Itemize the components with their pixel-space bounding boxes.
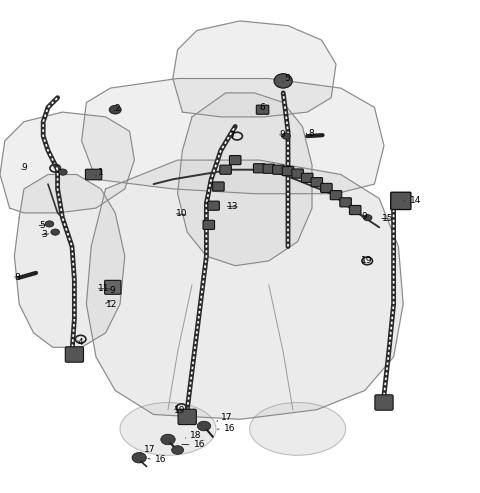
Text: 16: 16 bbox=[155, 455, 167, 464]
FancyBboxPatch shape bbox=[105, 281, 121, 294]
FancyBboxPatch shape bbox=[229, 155, 241, 165]
Text: 2: 2 bbox=[114, 104, 120, 113]
Ellipse shape bbox=[274, 73, 292, 88]
FancyBboxPatch shape bbox=[391, 192, 411, 210]
Text: 5: 5 bbox=[285, 74, 290, 83]
FancyBboxPatch shape bbox=[213, 182, 224, 191]
Ellipse shape bbox=[363, 214, 372, 221]
FancyBboxPatch shape bbox=[301, 174, 313, 182]
Ellipse shape bbox=[132, 453, 146, 463]
Text: 19: 19 bbox=[361, 256, 373, 265]
Ellipse shape bbox=[161, 434, 175, 445]
Ellipse shape bbox=[120, 402, 216, 456]
Ellipse shape bbox=[250, 402, 346, 456]
Text: 13: 13 bbox=[227, 202, 239, 211]
FancyBboxPatch shape bbox=[65, 347, 84, 362]
FancyBboxPatch shape bbox=[311, 177, 323, 187]
Text: 15: 15 bbox=[382, 213, 393, 223]
Text: 16: 16 bbox=[194, 440, 205, 449]
FancyBboxPatch shape bbox=[178, 409, 196, 424]
FancyBboxPatch shape bbox=[330, 191, 342, 200]
Text: 14: 14 bbox=[410, 196, 422, 205]
FancyBboxPatch shape bbox=[375, 395, 393, 410]
Text: 8: 8 bbox=[14, 273, 20, 282]
Ellipse shape bbox=[109, 106, 121, 114]
Text: 3: 3 bbox=[42, 231, 48, 240]
Text: 9: 9 bbox=[279, 130, 285, 139]
FancyBboxPatch shape bbox=[263, 164, 275, 174]
FancyBboxPatch shape bbox=[282, 167, 294, 176]
Text: 11: 11 bbox=[98, 284, 110, 293]
Text: 19: 19 bbox=[174, 406, 186, 415]
FancyBboxPatch shape bbox=[273, 165, 284, 174]
Ellipse shape bbox=[282, 133, 290, 139]
Text: 1: 1 bbox=[98, 168, 104, 176]
Ellipse shape bbox=[45, 221, 54, 227]
Polygon shape bbox=[173, 21, 336, 117]
Polygon shape bbox=[82, 78, 384, 194]
Polygon shape bbox=[14, 175, 125, 347]
FancyBboxPatch shape bbox=[253, 164, 265, 173]
Text: 18: 18 bbox=[190, 431, 201, 440]
FancyBboxPatch shape bbox=[256, 105, 269, 114]
Ellipse shape bbox=[111, 286, 120, 293]
Text: 7: 7 bbox=[229, 131, 235, 140]
FancyBboxPatch shape bbox=[85, 169, 102, 180]
FancyBboxPatch shape bbox=[203, 220, 215, 229]
Text: 17: 17 bbox=[144, 445, 156, 454]
Polygon shape bbox=[0, 112, 134, 213]
Text: 6: 6 bbox=[260, 103, 265, 112]
Text: 16: 16 bbox=[224, 424, 236, 433]
Text: 5: 5 bbox=[39, 221, 45, 230]
Text: 12: 12 bbox=[106, 300, 117, 309]
Ellipse shape bbox=[197, 421, 211, 431]
FancyBboxPatch shape bbox=[349, 206, 361, 214]
FancyBboxPatch shape bbox=[340, 198, 351, 207]
Ellipse shape bbox=[172, 446, 184, 455]
Polygon shape bbox=[178, 93, 312, 266]
Text: 9: 9 bbox=[22, 163, 27, 172]
Ellipse shape bbox=[59, 169, 67, 175]
Ellipse shape bbox=[51, 229, 60, 235]
Text: 9: 9 bbox=[361, 212, 367, 221]
FancyBboxPatch shape bbox=[220, 165, 231, 174]
FancyBboxPatch shape bbox=[292, 169, 303, 178]
Text: 4: 4 bbox=[78, 338, 84, 347]
FancyBboxPatch shape bbox=[321, 183, 332, 192]
Text: 10: 10 bbox=[176, 209, 188, 218]
Polygon shape bbox=[86, 160, 403, 420]
FancyBboxPatch shape bbox=[208, 201, 219, 210]
Text: 17: 17 bbox=[221, 413, 232, 423]
Text: 8: 8 bbox=[309, 129, 314, 138]
Text: 9: 9 bbox=[109, 286, 115, 295]
